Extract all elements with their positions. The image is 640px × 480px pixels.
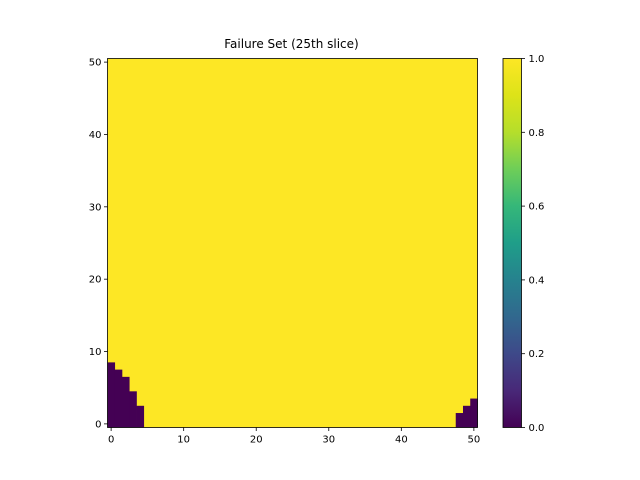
y-tick-label: 0 <box>95 419 101 430</box>
heatmap-cell-column-2 <box>122 376 130 428</box>
x-tick-label: 0 <box>108 435 114 446</box>
y-tick-label: 40 <box>89 130 102 141</box>
chart-title: Failure Set (25th slice) <box>224 37 358 51</box>
heatmap-cell-column-48 <box>455 413 464 428</box>
colorbar-tick-label: 0.0 <box>529 423 545 434</box>
heatmap-cell-column-1 <box>114 369 123 428</box>
colorbar-tick-label: 0.6 <box>529 202 545 213</box>
heatmap-cells <box>107 362 478 428</box>
heatmap-cell-column-3 <box>129 391 137 428</box>
y-tick-label: 20 <box>89 275 102 286</box>
y-tick-label: 10 <box>89 347 102 358</box>
plot-frame <box>107 58 478 428</box>
x-tick-label: 20 <box>250 435 263 446</box>
colorbar: 0.0 0.2 0.4 0.6 0.8 1.0 <box>502 54 545 434</box>
colorbar-gradient <box>502 58 522 428</box>
colorbar-tick-label: 0.4 <box>529 275 545 286</box>
heatmap-cell-column-4 <box>136 405 145 428</box>
y-tick-label: 30 <box>89 202 102 213</box>
heatmap-cell-column-49 <box>462 405 471 428</box>
y-tick-label: 50 <box>89 58 102 69</box>
colorbar-tick-label: 1.0 <box>529 54 545 65</box>
colorbar-tick-label: 0.2 <box>529 349 545 360</box>
x-tick-label: 50 <box>468 435 481 446</box>
heatmap-background <box>107 58 478 428</box>
x-tick-label: 40 <box>395 435 408 446</box>
x-tick-label: 30 <box>322 435 335 446</box>
x-axis: 0 10 20 30 40 50 <box>108 427 481 446</box>
colorbar-ticks: 0.0 0.2 0.4 0.6 0.8 1.0 <box>521 54 545 434</box>
heatmap-plot <box>107 58 478 428</box>
heatmap-cell-column-50 <box>470 398 478 428</box>
y-axis: 0 10 20 30 40 50 <box>89 58 108 430</box>
x-tick-label: 10 <box>177 435 190 446</box>
heatmap-cell-column-0 <box>107 362 116 428</box>
colorbar-tick-label: 0.8 <box>529 128 545 139</box>
